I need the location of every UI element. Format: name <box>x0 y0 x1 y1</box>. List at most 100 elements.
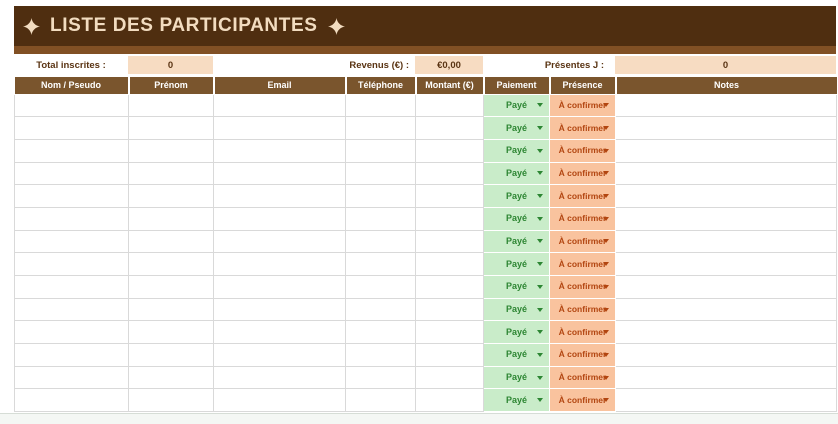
presence-dropdown[interactable]: À confirmer <box>549 184 616 208</box>
presence-dropdown[interactable]: À confirmer <box>549 343 616 367</box>
column-header-prenom[interactable]: Prénom <box>128 77 215 95</box>
telephone-cell[interactable] <box>345 139 416 163</box>
telephone-cell[interactable] <box>345 343 416 367</box>
email-cell[interactable] <box>213 343 346 367</box>
montant-cell[interactable] <box>415 207 484 231</box>
nom-cell[interactable] <box>14 207 129 231</box>
nom-cell[interactable] <box>14 184 129 208</box>
telephone-cell[interactable] <box>345 320 416 345</box>
montant-cell[interactable] <box>415 184 484 208</box>
prenom-cell[interactable] <box>128 230 214 254</box>
telephone-cell[interactable] <box>345 230 416 254</box>
prenom-cell[interactable] <box>128 388 214 413</box>
nom-cell[interactable] <box>14 320 129 345</box>
presence-dropdown[interactable]: À confirmer <box>549 116 616 140</box>
paiement-dropdown[interactable]: Payé <box>483 252 550 276</box>
paiement-dropdown[interactable]: Payé <box>483 275 550 299</box>
email-cell[interactable] <box>213 320 346 345</box>
paiement-dropdown[interactable]: Payé <box>483 298 550 322</box>
montant-cell[interactable] <box>415 320 484 345</box>
paiement-dropdown[interactable]: Payé <box>483 116 550 140</box>
revenus-label[interactable]: Revenus (€) : <box>349 59 409 71</box>
prenom-cell[interactable] <box>128 207 214 231</box>
presence-dropdown[interactable]: À confirmer <box>549 230 616 254</box>
email-cell[interactable] <box>213 366 346 390</box>
prenom-cell[interactable] <box>128 298 214 322</box>
total-inscrites-value[interactable]: 0 <box>128 56 213 74</box>
paiement-dropdown[interactable]: Payé <box>483 162 550 186</box>
montant-cell[interactable] <box>415 275 484 299</box>
email-cell[interactable] <box>213 298 346 322</box>
prenom-cell[interactable] <box>128 139 214 163</box>
paiement-dropdown[interactable]: Payé <box>483 184 550 208</box>
notes-cell[interactable] <box>615 139 837 163</box>
montant-cell[interactable] <box>415 388 484 413</box>
presence-dropdown[interactable]: À confirmer <box>549 207 616 231</box>
email-cell[interactable] <box>213 94 346 118</box>
email-cell[interactable] <box>213 184 346 208</box>
column-header-presence[interactable]: Présence <box>549 77 617 95</box>
notes-cell[interactable] <box>615 252 837 276</box>
montant-cell[interactable] <box>415 366 484 390</box>
paiement-dropdown[interactable]: Payé <box>483 139 550 163</box>
prenom-cell[interactable] <box>128 162 214 186</box>
telephone-cell[interactable] <box>345 207 416 231</box>
column-header-email[interactable]: Email <box>213 77 347 95</box>
notes-cell[interactable] <box>615 320 837 345</box>
prenom-cell[interactable] <box>128 366 214 390</box>
prenom-cell[interactable] <box>128 184 214 208</box>
prenom-cell[interactable] <box>128 320 214 345</box>
montant-cell[interactable] <box>415 298 484 322</box>
nom-cell[interactable] <box>14 298 129 322</box>
notes-cell[interactable] <box>615 230 837 254</box>
nom-cell[interactable] <box>14 94 129 118</box>
nom-cell[interactable] <box>14 162 129 186</box>
presentes-value[interactable]: 0 <box>615 56 836 74</box>
montant-cell[interactable] <box>415 94 484 118</box>
column-header-nom[interactable]: Nom / Pseudo <box>14 77 130 95</box>
presence-dropdown[interactable]: À confirmer <box>549 94 616 118</box>
notes-cell[interactable] <box>615 298 837 322</box>
prenom-cell[interactable] <box>128 116 214 140</box>
montant-cell[interactable] <box>415 252 484 276</box>
montant-cell[interactable] <box>415 139 484 163</box>
prenom-cell[interactable] <box>128 94 214 118</box>
telephone-cell[interactable] <box>345 366 416 390</box>
nom-cell[interactable] <box>14 343 129 367</box>
notes-cell[interactable] <box>615 275 837 299</box>
total-inscrites-label[interactable]: Total inscrites : <box>36 59 106 71</box>
email-cell[interactable] <box>213 252 346 276</box>
notes-cell[interactable] <box>615 366 837 390</box>
montant-cell[interactable] <box>415 162 484 186</box>
paiement-dropdown[interactable]: Payé <box>483 320 550 345</box>
column-header-telephone[interactable]: Téléphone <box>345 77 417 95</box>
paiement-dropdown[interactable]: Payé <box>483 230 550 254</box>
notes-cell[interactable] <box>615 343 837 367</box>
notes-cell[interactable] <box>615 94 837 118</box>
paiement-dropdown[interactable]: Payé <box>483 388 550 413</box>
notes-cell[interactable] <box>615 388 837 413</box>
paiement-dropdown[interactable]: Payé <box>483 343 550 367</box>
notes-cell[interactable] <box>615 184 837 208</box>
presence-dropdown[interactable]: À confirmer <box>549 298 616 322</box>
nom-cell[interactable] <box>14 275 129 299</box>
presence-dropdown[interactable]: À confirmer <box>549 162 616 186</box>
presence-dropdown[interactable]: À confirmer <box>549 252 616 276</box>
email-cell[interactable] <box>213 162 346 186</box>
montant-cell[interactable] <box>415 230 484 254</box>
column-header-notes[interactable]: Notes <box>615 77 837 95</box>
email-cell[interactable] <box>213 275 346 299</box>
presence-dropdown[interactable]: À confirmer <box>549 388 616 413</box>
telephone-cell[interactable] <box>345 184 416 208</box>
nom-cell[interactable] <box>14 116 129 140</box>
notes-cell[interactable] <box>615 162 837 186</box>
email-cell[interactable] <box>213 116 346 140</box>
email-cell[interactable] <box>213 230 346 254</box>
column-header-paiement[interactable]: Paiement <box>483 77 551 95</box>
telephone-cell[interactable] <box>345 298 416 322</box>
montant-cell[interactable] <box>415 116 484 140</box>
nom-cell[interactable] <box>14 366 129 390</box>
presentes-label[interactable]: Présentes J : <box>544 59 604 71</box>
telephone-cell[interactable] <box>345 275 416 299</box>
prenom-cell[interactable] <box>128 343 214 367</box>
